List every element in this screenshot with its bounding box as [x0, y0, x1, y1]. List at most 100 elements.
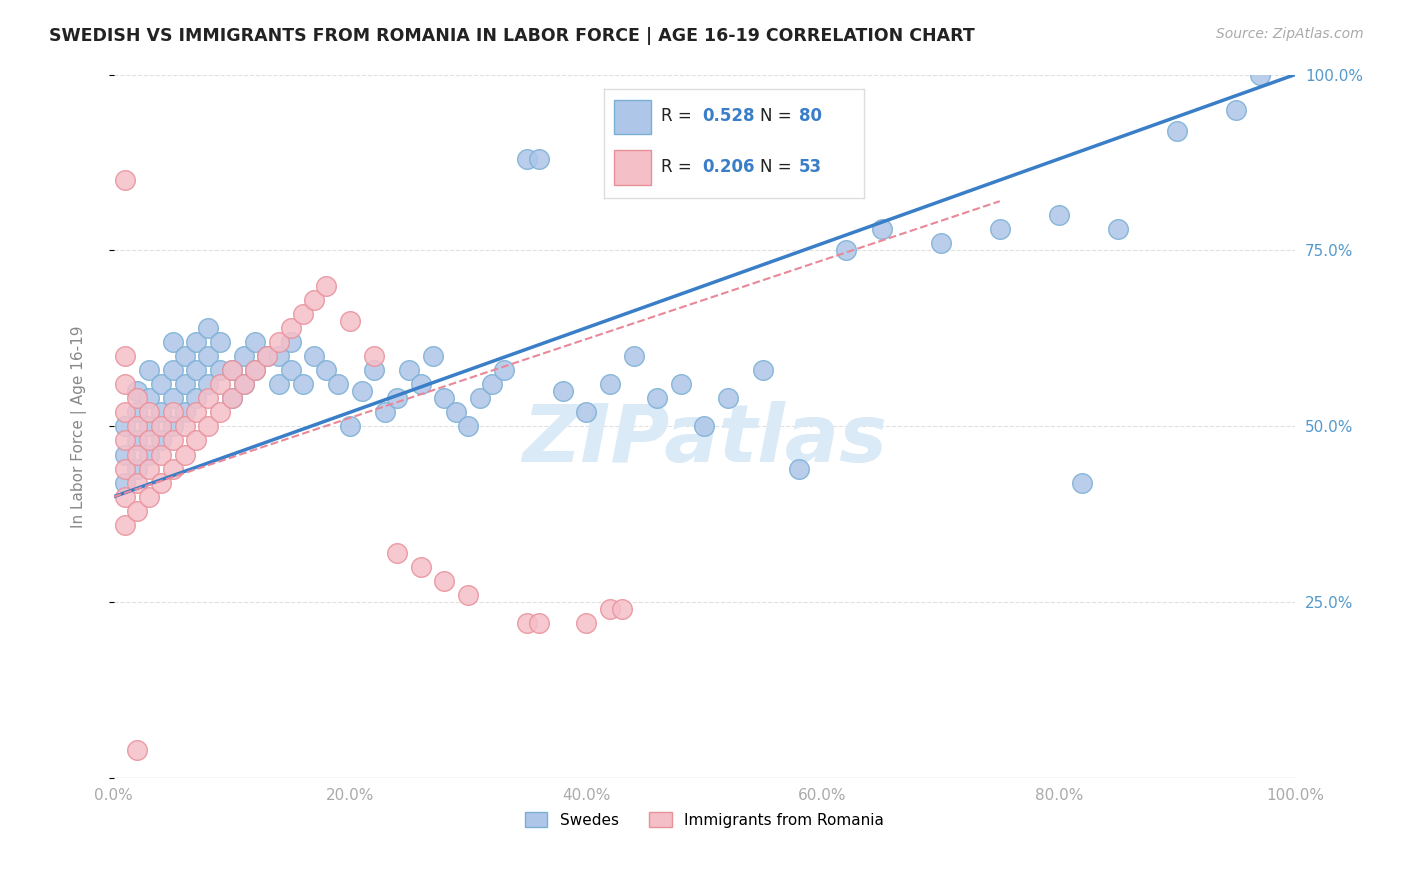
Point — [197, 377, 219, 392]
Point — [527, 616, 550, 631]
Point — [162, 334, 184, 349]
Point — [304, 293, 326, 307]
Point — [599, 602, 621, 616]
Point — [516, 152, 538, 166]
Point — [208, 363, 231, 377]
Point — [127, 434, 149, 448]
Point — [186, 334, 208, 349]
Point — [232, 377, 254, 392]
Point — [162, 419, 184, 434]
Point — [387, 391, 409, 405]
Point — [280, 363, 302, 377]
Point — [245, 363, 267, 377]
Point — [162, 391, 184, 405]
Point — [752, 363, 775, 377]
Point — [468, 391, 491, 405]
Point — [149, 434, 172, 448]
Point — [339, 419, 361, 434]
Point — [221, 363, 243, 377]
Point — [835, 244, 858, 258]
Point — [114, 349, 136, 363]
Point — [267, 334, 290, 349]
Point — [173, 448, 195, 462]
Point — [221, 363, 243, 377]
Point — [114, 419, 136, 434]
Point — [787, 461, 810, 475]
Point — [162, 363, 184, 377]
Point — [208, 334, 231, 349]
Point — [374, 405, 396, 419]
Point — [409, 377, 432, 392]
Point — [197, 349, 219, 363]
Point — [186, 405, 208, 419]
Point — [138, 363, 160, 377]
Point — [173, 405, 195, 419]
Point — [208, 405, 231, 419]
Point — [162, 434, 184, 448]
Point — [1047, 208, 1070, 222]
Point — [173, 419, 195, 434]
Point — [1225, 103, 1247, 117]
Point — [197, 391, 219, 405]
Point — [186, 363, 208, 377]
Point — [114, 475, 136, 490]
Legend: Swedes, Immigrants from Romania: Swedes, Immigrants from Romania — [519, 805, 890, 834]
Text: SWEDISH VS IMMIGRANTS FROM ROMANIA IN LABOR FORCE | AGE 16-19 CORRELATION CHART: SWEDISH VS IMMIGRANTS FROM ROMANIA IN LA… — [49, 27, 974, 45]
Point — [138, 490, 160, 504]
Point — [267, 349, 290, 363]
Point — [610, 602, 633, 616]
Point — [669, 377, 692, 392]
Point — [127, 391, 149, 405]
Point — [363, 349, 385, 363]
Point — [138, 419, 160, 434]
Point — [516, 616, 538, 631]
Point — [693, 419, 716, 434]
Point — [409, 560, 432, 574]
Point — [481, 377, 503, 392]
Point — [149, 405, 172, 419]
Point — [221, 391, 243, 405]
Point — [350, 384, 373, 399]
Point — [149, 448, 172, 462]
Point — [256, 349, 278, 363]
Point — [138, 405, 160, 419]
Point — [114, 434, 136, 448]
Point — [457, 588, 479, 602]
Point — [173, 349, 195, 363]
Point — [280, 334, 302, 349]
Point — [127, 419, 149, 434]
Point — [1166, 124, 1188, 138]
Point — [291, 377, 314, 392]
Point — [315, 363, 337, 377]
Point — [114, 490, 136, 504]
Point — [623, 349, 645, 363]
Point — [138, 434, 160, 448]
Point — [599, 377, 621, 392]
Point — [326, 377, 349, 392]
Point — [127, 461, 149, 475]
Point — [1249, 68, 1271, 82]
Point — [127, 743, 149, 757]
Point — [717, 391, 740, 405]
Point — [245, 334, 267, 349]
Point — [398, 363, 420, 377]
Point — [138, 461, 160, 475]
Point — [575, 616, 598, 631]
Point — [232, 377, 254, 392]
Text: ZIPatlas: ZIPatlas — [522, 401, 887, 479]
Point — [186, 434, 208, 448]
Point — [363, 363, 385, 377]
Point — [1071, 475, 1094, 490]
Point — [114, 377, 136, 392]
Point — [280, 321, 302, 335]
Point — [256, 349, 278, 363]
Point — [645, 391, 668, 405]
Point — [446, 405, 468, 419]
Point — [149, 475, 172, 490]
Point — [114, 405, 136, 419]
Point — [575, 405, 598, 419]
Text: Source: ZipAtlas.com: Source: ZipAtlas.com — [1216, 27, 1364, 41]
Point — [127, 384, 149, 399]
Point — [127, 504, 149, 518]
Point — [304, 349, 326, 363]
